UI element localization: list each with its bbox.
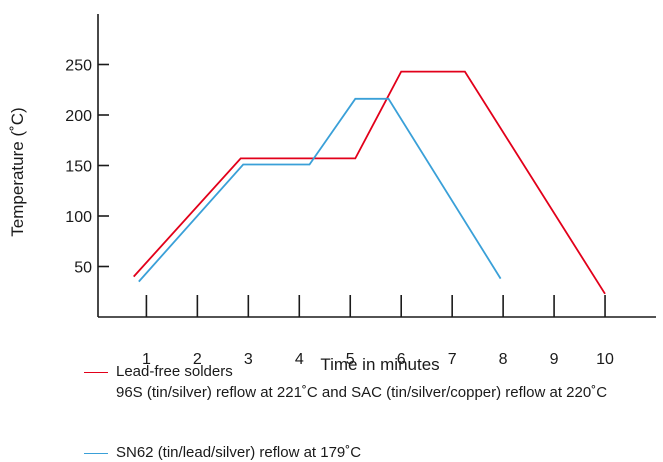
legend-label-sn62: SN62 (tin/lead/silver) reflow at 179˚C	[116, 444, 362, 461]
y-ticks: 50 100 150 200 250	[65, 58, 109, 277]
y-tick-label: 50	[74, 260, 92, 277]
legend-description-lead-free: 96S (tin/silver) reflow at 221˚C and SAC…	[116, 384, 608, 401]
x-tick-label: 1	[142, 351, 151, 368]
x-axis-label: Time in minutes	[320, 355, 439, 370]
y-tick-label: 100	[65, 209, 92, 226]
x-tick-label: 5	[346, 351, 355, 368]
y-axis-label: Temperature (˚C)	[8, 107, 27, 236]
series-line-lead-free	[133, 70, 606, 295]
plot-area: 50 100 150 200 250 1 2 3 4 5 6 7 8 9 10	[65, 14, 656, 368]
x-ticks: 1 2 3 4 5 6 7 8 9 10	[142, 295, 614, 368]
x-tick-label: 8	[499, 351, 508, 368]
x-tick-label: 3	[244, 351, 253, 368]
y-tick-label: 250	[65, 58, 92, 75]
x-tick-label: 2	[193, 351, 202, 368]
y-tick-label: 200	[65, 108, 92, 125]
chart: 50 100 150 200 250 1 2 3 4 5 6 7 8 9 10 Temperature (…	[8, 14, 656, 370]
legend-label-lead-free: Lead-free solders	[116, 363, 233, 380]
legend-swatch-sn62	[84, 453, 108, 454]
legend-swatch-lead-free	[84, 372, 108, 373]
x-tick-label: 10	[596, 351, 614, 368]
x-tick-label: 7	[448, 351, 457, 368]
series-lines	[133, 70, 606, 295]
series-line-sn62	[138, 97, 502, 283]
x-tick-label: 6	[397, 351, 406, 368]
x-tick-label: 4	[295, 351, 304, 368]
y-tick-label: 150	[65, 159, 92, 176]
x-tick-label: 9	[550, 351, 559, 368]
